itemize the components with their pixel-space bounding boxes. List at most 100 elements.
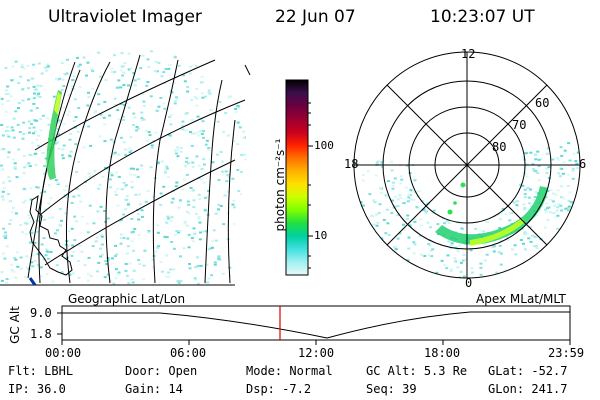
geo-speckle-pixel [121, 74, 125, 77]
geo-speckle-pixel [29, 187, 33, 190]
geo-speckle-pixel [124, 184, 128, 187]
geo-speckle-pixel [33, 259, 37, 262]
alt-tick-1.8: 1.8 [30, 327, 52, 341]
polar-speckle-pixel [435, 271, 439, 274]
geo-speckle-pixel [55, 141, 59, 144]
geo-speckle-pixel [242, 130, 246, 133]
geo-speckle-pixel [70, 254, 74, 257]
geo-speckle-pixel [77, 276, 81, 279]
geo-speckle-pixel [219, 151, 223, 153]
geo-speckle-pixel [204, 95, 208, 98]
polar-speckle-pixel [567, 206, 570, 209]
geo-speckle-pixel [51, 280, 55, 283]
geo-speckle-pixel [131, 281, 135, 284]
geo-speckle-pixel [179, 255, 182, 258]
geo-speckle-pixel [127, 84, 130, 87]
geo-speckle-pixel [177, 281, 181, 284]
geo-speckle-pixel [56, 181, 60, 184]
geo-speckle-pixel [238, 126, 242, 129]
polar-speckle-pixel [536, 150, 540, 153]
geo-speckle-pixel [44, 66, 48, 69]
geo-speckle-pixel [156, 246, 160, 249]
polar-speckle-pixel [502, 209, 506, 212]
geo-speckle-pixel [201, 96, 205, 99]
geo-speckle-pixel [159, 97, 163, 99]
polar-speckle-pixel [387, 234, 391, 236]
geo-speckle-pixel [119, 233, 123, 236]
geo-emission-speckle [0, 50, 247, 285]
geo-speckle-pixel [39, 118, 43, 121]
status-seq: Seq: 39 [366, 382, 417, 396]
geo-speckle-pixel [117, 153, 121, 156]
geo-speckle-pixel [115, 253, 119, 256]
geo-speckle-pixel [0, 97, 4, 100]
geo-speckle-pixel [140, 209, 144, 212]
geo-speckle-pixel [77, 161, 81, 163]
polar-speckle-pixel [396, 205, 400, 207]
geo-speckle-pixel [46, 65, 50, 68]
polar-speckle-pixel [534, 191, 538, 193]
geo-speckle-pixel [140, 215, 144, 218]
geo-speckle-pixel [9, 219, 13, 222]
geo-speckle-pixel [106, 273, 110, 276]
geo-speckle-pixel [140, 119, 144, 122]
polar-speckle-pixel [372, 199, 376, 202]
geo-speckle-pixel [27, 98, 31, 101]
geo-speckle-pixel [28, 153, 32, 156]
polar-speckle-pixel [498, 244, 502, 247]
geo-speckle-pixel [14, 60, 18, 63]
geo-speckle-pixel [192, 199, 196, 202]
geo-speckle-pixel [82, 56, 86, 59]
geo-speckle-pixel [2, 227, 6, 230]
geo-speckle-pixel [68, 138, 72, 141]
polar-speckle-pixel [575, 167, 579, 170]
geo-speckle-pixel [86, 272, 90, 275]
geo-speckle-pixel [137, 213, 141, 215]
geo-speckle-pixel [46, 63, 50, 66]
geo-speckle-pixel [97, 261, 101, 264]
geo-speckle-pixel [119, 242, 123, 245]
polar-speckle-pixel [456, 250, 460, 253]
geo-speckle-pixel [122, 181, 126, 184]
geo-speckle-pixel [138, 193, 142, 196]
geo-speckle-pixel [154, 131, 158, 134]
geo-speckle-pixel [156, 162, 160, 165]
polar-speckle-pixel [554, 216, 558, 219]
geo-speckle-pixel [11, 206, 15, 209]
polar-speckle-pixel [491, 246, 495, 249]
geo-speckle-pixel [108, 178, 112, 181]
geo-speckle-pixel [43, 190, 47, 193]
geo-speckle-pixel [62, 106, 65, 109]
geo-panel-label: Geographic Lat/Lon [68, 292, 186, 306]
polar-speckle-pixel [377, 211, 381, 214]
geo-speckle-pixel [132, 167, 135, 170]
geo-speckle-pixel [178, 229, 182, 232]
geo-speckle-pixel [91, 69, 95, 72]
polar-speckle-pixel [457, 244, 461, 247]
geo-speckle-pixel [87, 172, 91, 175]
geo-speckle-pixel [156, 224, 160, 227]
geo-speckle-pixel [127, 282, 131, 285]
polar-speckle-pixel [504, 213, 508, 216]
geo-speckle-pixel [133, 116, 137, 119]
geo-speckle-pixel [114, 244, 118, 247]
polar-speckle-pixel [436, 223, 440, 226]
geo-speckle-pixel [29, 109, 33, 112]
geo-speckle-pixel [47, 202, 51, 205]
geo-speckle-pixel [6, 133, 10, 136]
polar-speckle-pixel [534, 158, 538, 161]
polar-grid [353, 51, 581, 279]
geo-speckle-pixel [177, 206, 181, 209]
geo-speckle-pixel [105, 263, 109, 266]
geo-speckle-pixel [99, 113, 103, 116]
geo-speckle-pixel [67, 154, 71, 157]
polar-speckle-pixel [398, 232, 402, 235]
geo-speckle-pixel [104, 220, 107, 223]
polar-speckle-pixel [413, 191, 417, 194]
polar-speckle-pixel [463, 258, 467, 261]
geo-speckle-pixel [223, 194, 227, 197]
polar-speckle-pixel [474, 227, 478, 230]
geo-speckle-pixel [86, 61, 90, 64]
geo-speckle-pixel [113, 70, 117, 73]
geo-speckle-pixel [4, 110, 8, 113]
